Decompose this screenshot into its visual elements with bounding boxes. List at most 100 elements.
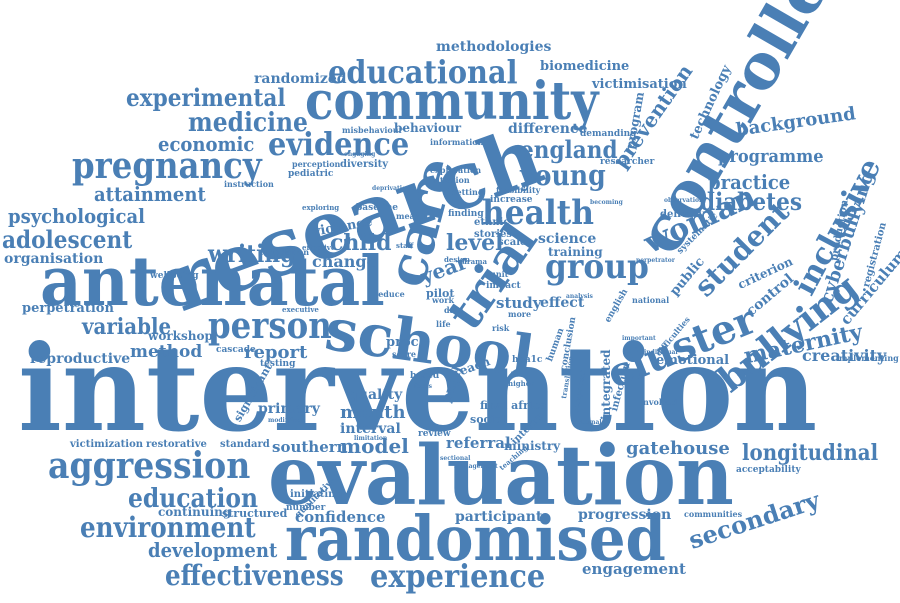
word-victimization: victimization — [70, 439, 144, 450]
word-health: health — [482, 193, 594, 233]
word-perpetrator: perpetrator — [636, 257, 675, 264]
word-stories: stories — [474, 229, 512, 240]
word-delivery: delivery — [660, 209, 705, 220]
word-work: work — [432, 295, 454, 305]
word-effectiveness: effectiveness — [165, 559, 344, 592]
word-higher: higher — [508, 379, 534, 388]
word-initiation: initiation — [428, 175, 470, 185]
word-exploration: exploration — [430, 165, 482, 175]
word-score: score — [392, 349, 417, 359]
word-focus: focus — [414, 383, 432, 390]
word-restorative: restorative — [146, 439, 207, 450]
word-experimental: experimental — [126, 83, 286, 112]
word-diversity: diversity — [340, 159, 389, 170]
word-difference: difference — [508, 121, 588, 137]
word-change: change — [312, 252, 377, 271]
word-final-africa: final africa — [480, 399, 547, 412]
word-reproductive: reproductive — [30, 351, 131, 367]
word-instruction: instruction — [224, 179, 274, 189]
word-ethnic: ethnic — [474, 217, 510, 228]
word-modifying: modifying — [268, 417, 302, 424]
word-wellbeing: wellbeing — [150, 271, 199, 281]
word-continuing: continuing — [158, 505, 232, 519]
word-becoming: becoming — [590, 199, 623, 206]
word-involved: involved — [640, 397, 678, 407]
word-deprivation: deprivation — [372, 185, 411, 192]
word-biomedicine: biomedicine — [540, 59, 630, 74]
word-social: social — [470, 413, 506, 426]
word-management: management — [454, 463, 498, 470]
word-community: community — [305, 71, 599, 132]
word-researcher: researcher — [600, 157, 655, 167]
word-progression: progression — [578, 507, 672, 523]
word-emotional: emotional — [656, 353, 730, 368]
word-demanding: demanding — [580, 129, 637, 139]
word-study: study — [496, 294, 542, 312]
word-longitudinal: longitudinal — [742, 440, 879, 466]
word-risk: risk — [492, 323, 510, 333]
word-unit: unit — [490, 269, 509, 279]
word-practice: practice — [708, 170, 791, 194]
word-analysis: analysis — [566, 293, 593, 300]
word-effective: effective — [302, 243, 336, 252]
word-cascade: cascade — [216, 345, 256, 355]
word-southern: southern — [272, 438, 348, 456]
word-observation: observation — [664, 197, 704, 204]
word-scale: scale — [498, 237, 527, 248]
word-effect: effect — [540, 295, 585, 311]
word-randomised: randomised — [285, 502, 666, 575]
word-science: science — [538, 231, 597, 247]
word-review: review — [418, 429, 451, 439]
word-method: method — [130, 342, 203, 362]
word-writing: writing — [208, 239, 296, 268]
word-exploring: exploring — [302, 203, 340, 212]
word-national: national — [632, 295, 670, 305]
word-hba1c: hba1c — [512, 355, 543, 365]
word-proc: proc — [386, 335, 419, 350]
word-development: development — [148, 538, 278, 562]
word-pediatric: pediatric — [288, 169, 334, 179]
word-interval: interval — [340, 421, 401, 437]
word-quality: quality — [348, 387, 403, 403]
word-foundation: foundation — [260, 247, 310, 257]
word-training: training — [548, 245, 603, 259]
word-model: model — [340, 434, 409, 458]
word-report: report — [244, 342, 308, 363]
word-workshop: workshop — [148, 329, 213, 343]
word-implementing: implementing — [836, 353, 899, 363]
word-finding: finding — [448, 209, 484, 219]
word-methodologies: methodologies — [436, 39, 552, 55]
word-life: life — [436, 319, 451, 329]
word-victimisation: victimisation — [592, 77, 687, 92]
word-sectional: sectional — [440, 455, 471, 462]
word-increase: increase — [490, 195, 533, 205]
word-acceptability: acceptability — [736, 465, 801, 475]
word-variable: variable — [82, 314, 172, 340]
word-ministry: ministry — [504, 439, 561, 453]
word-structured: structured — [222, 507, 288, 520]
word-programme: programme — [718, 146, 824, 167]
word-medicine: medicine — [188, 108, 308, 138]
word-psychological: psychological — [8, 204, 145, 228]
word-level: level — [446, 230, 504, 256]
word-young: young — [520, 159, 606, 192]
word-individual: individual — [644, 349, 678, 356]
word-group: group — [545, 247, 649, 287]
word-information: information — [430, 137, 484, 147]
word-antenatal: antenatal — [40, 242, 385, 322]
word-data: data — [444, 305, 464, 315]
word-economic: economic — [158, 132, 255, 156]
word-measure: measure — [396, 211, 435, 221]
word-evidence: evidence — [268, 125, 410, 163]
word-external: external — [574, 419, 602, 426]
word-environment: environment — [80, 511, 256, 544]
word-pilot: pilot — [426, 287, 455, 300]
word-more: more — [508, 309, 532, 319]
word-setting: setting — [452, 187, 484, 197]
word-randomized: randomized — [254, 71, 347, 87]
word-number: number — [286, 503, 326, 513]
word-child: child — [330, 230, 392, 256]
word-experience: experience — [370, 557, 546, 595]
word-baseline: baseline — [356, 203, 399, 213]
